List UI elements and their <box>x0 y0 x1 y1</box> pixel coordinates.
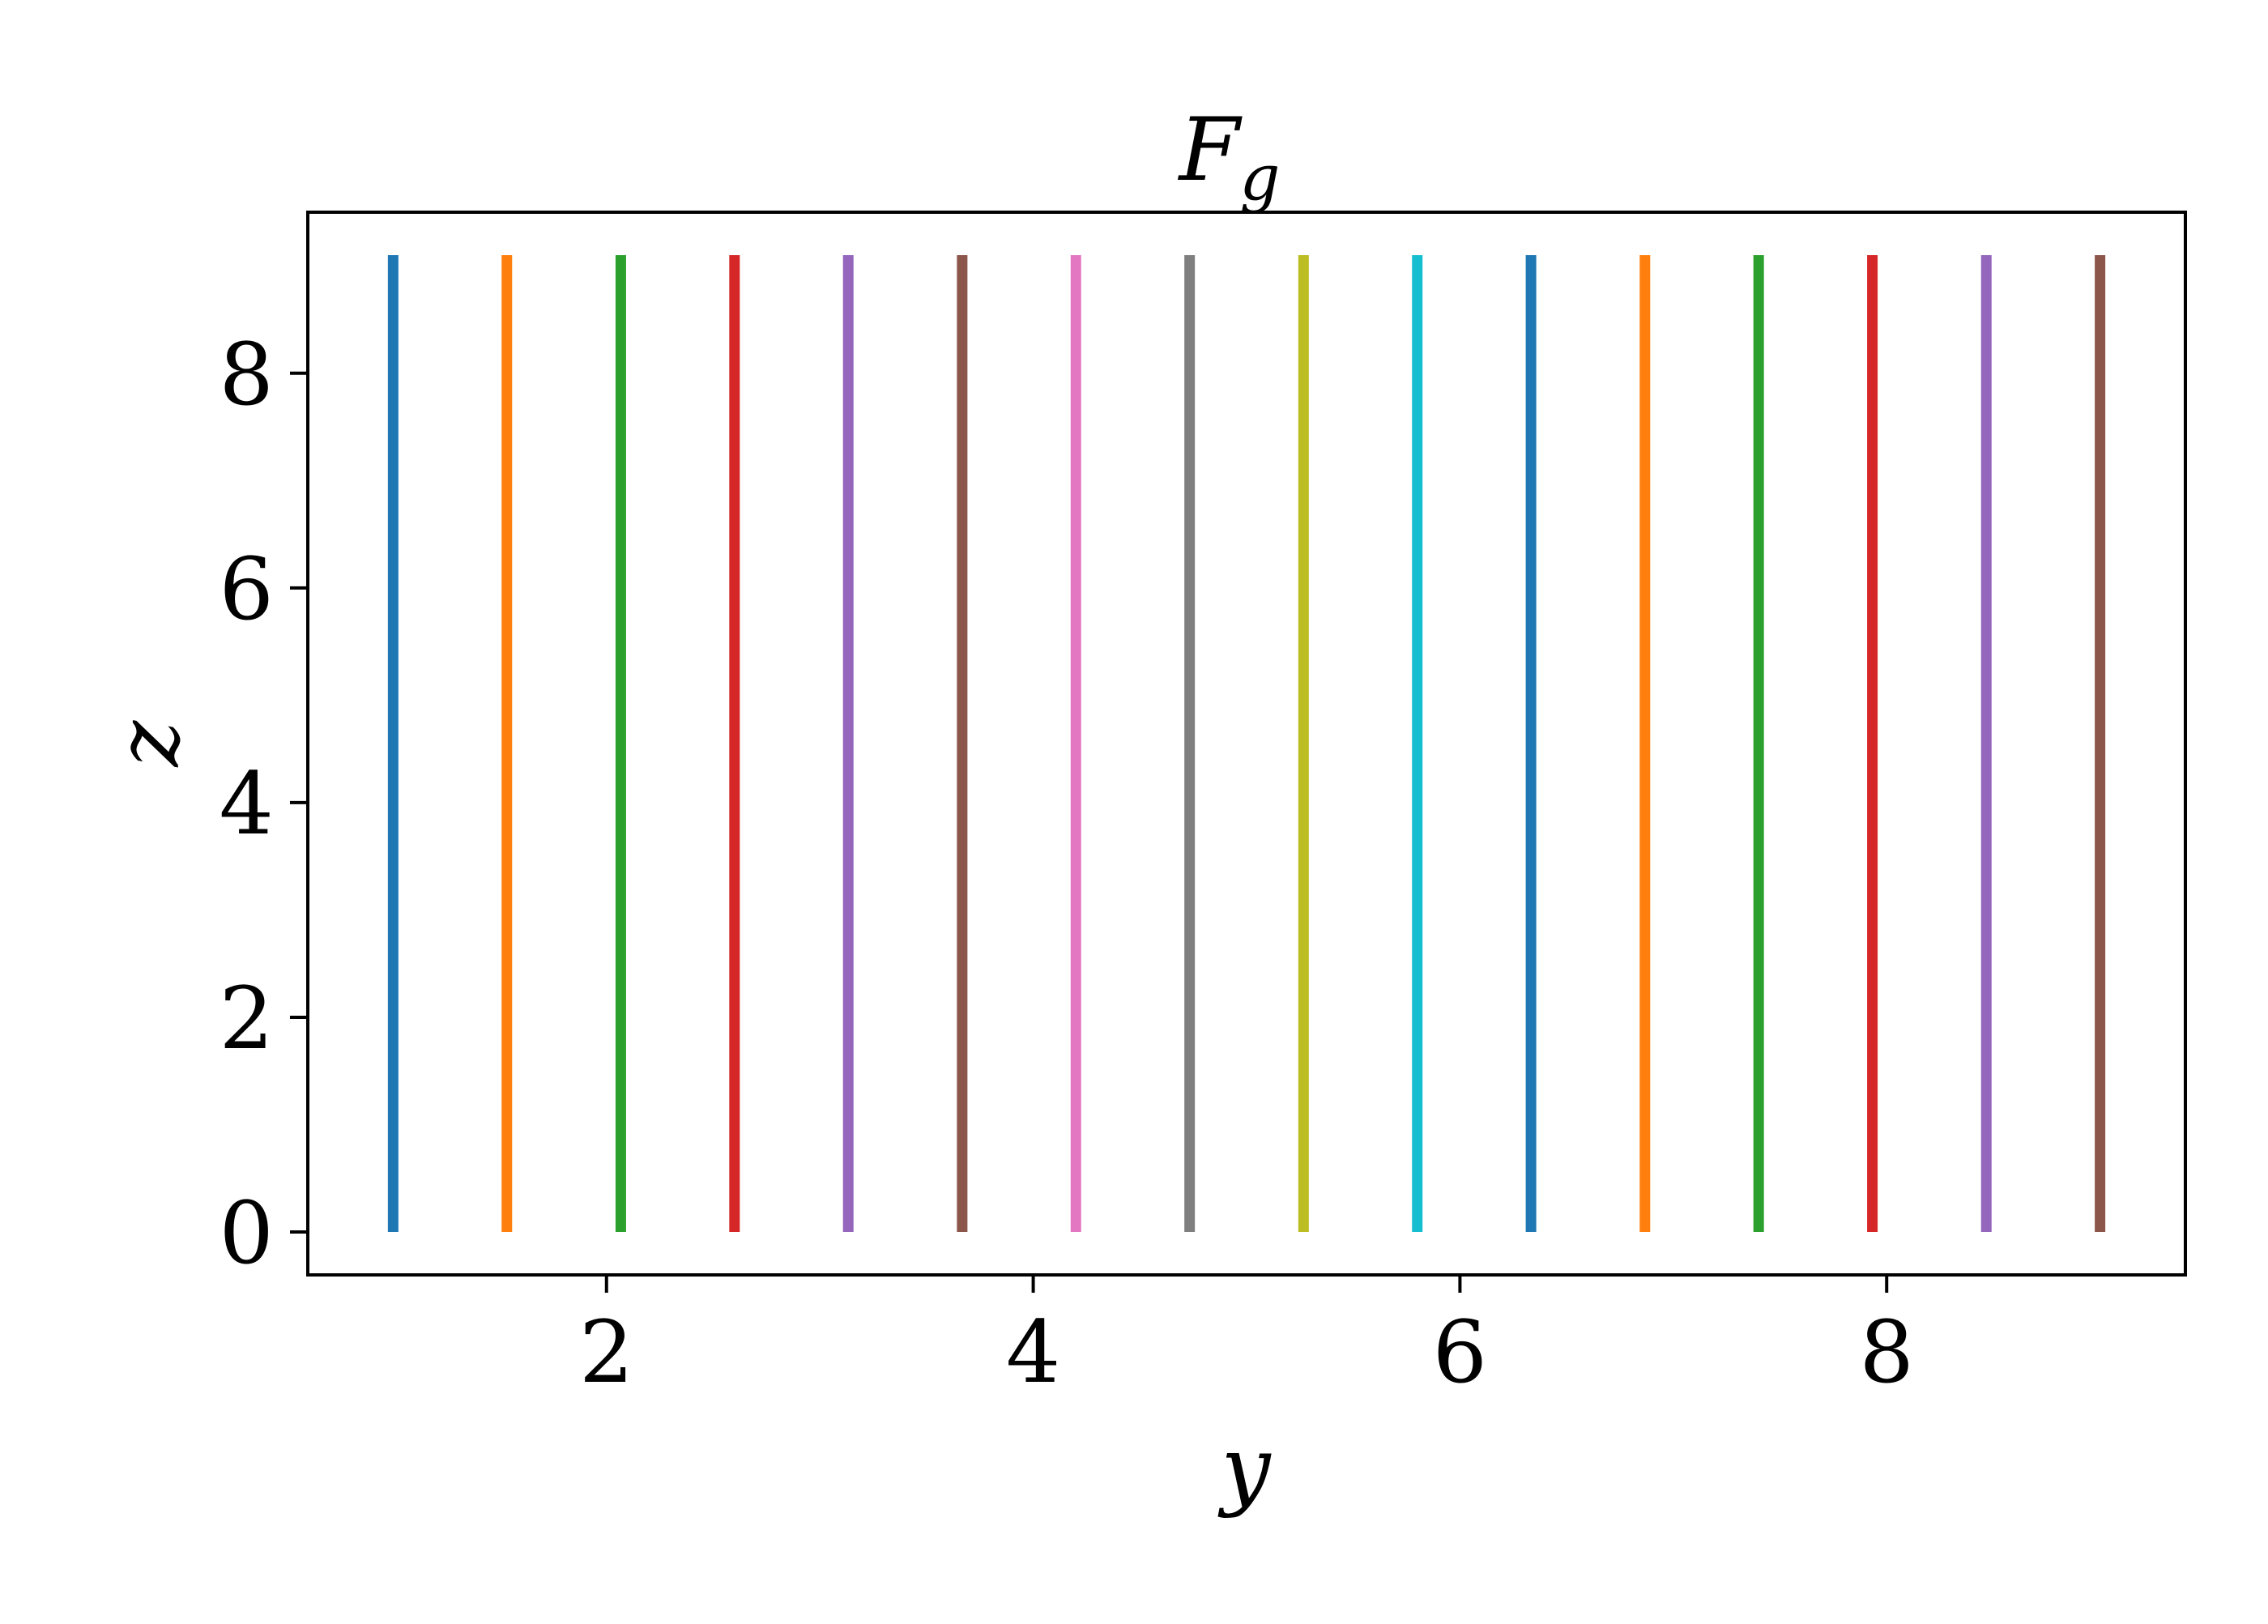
plot-frame <box>306 211 2187 1277</box>
x-tick-label-2: 2 <box>579 1302 633 1402</box>
x-tick-label-4: 4 <box>1006 1302 1060 1402</box>
x-axis-label: y <box>1217 1418 1272 1520</box>
y-tick-label-0: 0 <box>220 1183 274 1283</box>
x-tick-label-8: 8 <box>1860 1302 1914 1402</box>
y-tick-label-2: 2 <box>220 969 274 1068</box>
y-tick-label-4: 4 <box>220 754 274 854</box>
chart-title: Fg <box>1178 100 1281 215</box>
x-axis: 2 4 6 8 <box>579 1275 1914 1402</box>
chart-title-subscript: g <box>1240 142 1281 215</box>
y-axis: 0 2 4 6 8 <box>220 325 308 1283</box>
y-tick-label-6: 6 <box>220 539 274 639</box>
y-axis-label: z <box>98 719 199 768</box>
x-tick-label-6: 6 <box>1433 1302 1487 1402</box>
series-layer <box>387 255 2106 1232</box>
chart-title-main: F <box>1178 100 1243 201</box>
y-tick-label-8: 8 <box>220 325 274 424</box>
